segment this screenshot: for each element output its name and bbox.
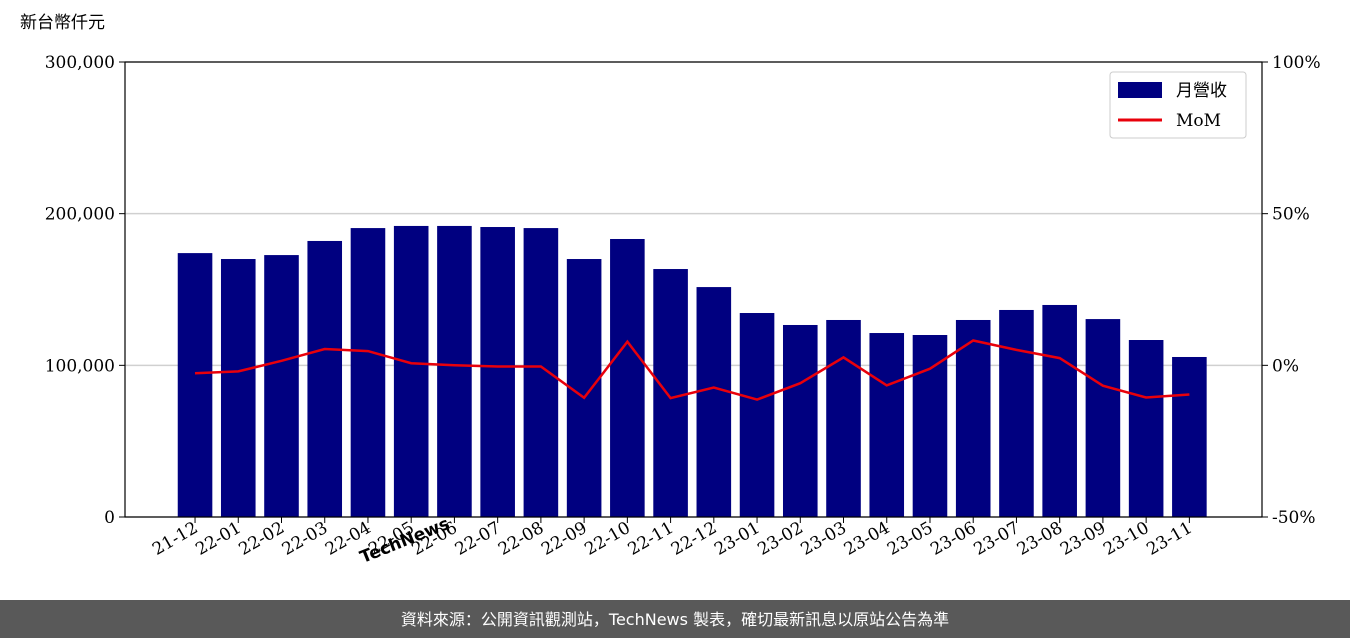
bar: [826, 319, 861, 517]
bar: [610, 238, 645, 517]
bar: [955, 319, 991, 517]
x-tick-label: 22-12: [668, 518, 720, 560]
x-tick-label: 22-07: [452, 518, 504, 560]
bar: [264, 255, 299, 518]
y2-tick-label: 100%: [1272, 53, 1321, 73]
y-axis-label: 新台幣仟元: [20, 13, 105, 33]
bar: [653, 269, 688, 517]
footer-bar: [0, 600, 1350, 638]
x-tick-label: 23-05: [884, 518, 936, 560]
bar: [350, 228, 386, 517]
bar: [739, 313, 775, 517]
bar: [1172, 356, 1207, 517]
legend-label: MoM: [1176, 111, 1221, 131]
x-tick-label: 22-08: [495, 518, 547, 560]
x-tick-label: 23-04: [841, 518, 893, 560]
bar: [1128, 340, 1164, 517]
x-tick-label: 22-01: [192, 518, 244, 560]
x-tick-label: 22-10: [581, 518, 633, 560]
bar: [480, 227, 515, 517]
x-tick-label: 23-06: [927, 518, 979, 560]
y-tick-label: 100,000: [45, 356, 115, 376]
y2-tick-label: 0%: [1272, 356, 1299, 376]
bar: [220, 259, 256, 517]
x-tick-label: 22-11: [625, 518, 677, 560]
line: [194, 339, 1190, 401]
bar: [177, 253, 213, 517]
bar: [523, 228, 559, 517]
plot-frame: [124, 61, 1263, 518]
footer: 資料來源：公開資訊觀測站，TechNews 製表，確切最新訊息以原站公告為準: [401, 610, 949, 629]
x-tick-label: 23-01: [711, 518, 763, 560]
bar: [782, 324, 818, 517]
x-tick-label: 22-03: [279, 518, 331, 560]
bar: [393, 225, 429, 517]
legend-swatch: [1118, 82, 1162, 98]
x-tick-label: 23-02: [754, 518, 806, 560]
bar: [869, 333, 905, 517]
bar: [1085, 319, 1121, 517]
x-tick-label: 22-09: [538, 518, 590, 560]
bar: [912, 335, 948, 517]
bar: [437, 225, 472, 517]
x-tick-label: 23-09: [1057, 518, 1109, 560]
x-tick-label: 23-07: [970, 518, 1022, 560]
legend-label: 月營收: [1176, 81, 1227, 101]
x-tick-label: 22-02: [236, 518, 288, 560]
bar: [1042, 304, 1077, 517]
y2-tick-label: 50%: [1272, 205, 1310, 225]
bar: [696, 287, 732, 517]
x-tick-label: 23-03: [798, 518, 850, 560]
x-tick-label: 23-11: [1143, 518, 1195, 560]
y-tick-label: 0: [104, 508, 115, 528]
y2-tick-label: -50%: [1272, 508, 1316, 528]
bar: [999, 309, 1034, 517]
y-tick-label: 300,000: [45, 53, 115, 73]
x-tick-label: 23-10: [1100, 518, 1152, 560]
x-tick-label: 23-08: [1014, 518, 1066, 560]
y-tick-label: 200,000: [45, 205, 115, 225]
x-tick-label: 21-12: [149, 518, 201, 560]
bar: [307, 240, 343, 517]
